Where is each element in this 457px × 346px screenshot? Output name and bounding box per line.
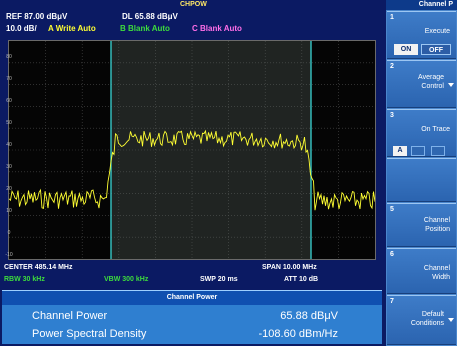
- scale: 10.0 dB/: [6, 24, 37, 33]
- y-label-80: 80: [6, 54, 12, 60]
- softkey-channel-width[interactable]: 6 Channel Width: [387, 248, 456, 294]
- softkey-number: 7: [390, 298, 394, 305]
- mode-title: CHPOW: [180, 1, 207, 8]
- softkey-execute[interactable]: 1 Execute ON OFF: [387, 11, 456, 59]
- sweep-time: SWP 20 ms: [200, 276, 238, 283]
- y-label-minus-10: -10: [5, 252, 13, 258]
- softkey-number: 5: [390, 206, 394, 213]
- y-label-60: 60: [6, 98, 12, 104]
- channel-band: [111, 41, 311, 259]
- psd-label: Power Spectral Density: [32, 328, 147, 340]
- measurement-settings: CENTER 485.14 MHz SPAN 10.00 MHz RBW 30 …: [4, 262, 384, 288]
- psd-value: -108.60 dBm/Hz: [258, 328, 338, 340]
- rbw: RBW 30 kHz: [4, 276, 45, 283]
- y-label-40: 40: [6, 142, 12, 148]
- softkey-average-control[interactable]: 2 Average Control: [387, 60, 456, 108]
- trace-c-option[interactable]: [431, 146, 445, 156]
- softkey-number: 6: [390, 251, 394, 258]
- softkey-4-blank[interactable]: [387, 158, 456, 202]
- softkey-label: Average Control: [418, 74, 444, 90]
- y-label-50: 50: [6, 120, 12, 126]
- trace-a-line: [9, 129, 375, 211]
- trace-a-option[interactable]: A: [393, 146, 407, 156]
- menu-title: Channel P: [386, 0, 457, 10]
- channel-power-row: Channel Power 65.88 dBμV: [2, 307, 382, 326]
- trace-a-mode: A Write Auto: [48, 24, 96, 33]
- y-label-0: 0: [7, 230, 11, 236]
- result-title: Channel Power: [2, 291, 382, 305]
- submenu-arrow-icon: [448, 83, 454, 87]
- softkey-label: On Trace: [421, 126, 450, 133]
- channel-power-label: Channel Power: [32, 310, 108, 322]
- vbw: VBW 300 kHz: [104, 276, 149, 283]
- submenu-arrow-icon: [448, 318, 454, 322]
- softkey-number: 1: [390, 14, 394, 21]
- softkey-label: Channel Width: [423, 265, 450, 281]
- softkey-label: Execute: [424, 28, 450, 35]
- channel-power-result: Channel Power Channel Power 65.88 dBμV P…: [2, 290, 382, 344]
- span: SPAN 10.00 MHz: [262, 264, 317, 271]
- display-line: DL 65.88 dBμV: [122, 12, 178, 21]
- center-frequency: CENTER 485.14 MHz: [4, 264, 73, 271]
- spectrum-plot: [8, 40, 376, 260]
- trace-b-option[interactable]: [411, 146, 425, 156]
- channel-power-value: 65.88 dBμV: [280, 310, 338, 322]
- y-label-70: 70: [6, 76, 12, 82]
- ref-level: REF 87.00 dBμV: [6, 12, 68, 21]
- softkey-number: 2: [390, 63, 394, 70]
- y-label-20: 20: [6, 186, 12, 192]
- softkey-label: Channel Position: [423, 217, 450, 233]
- execute-on-toggle[interactable]: ON: [394, 44, 418, 55]
- spectrum-display: CHPOW REF 87.00 dBμV DL 65.88 dBμV 10.0 …: [2, 1, 384, 344]
- softkey-number: 3: [390, 112, 394, 119]
- attenuation: ATT 10 dB: [284, 276, 319, 283]
- plot-grid: [9, 41, 375, 259]
- softkey-default-conditions[interactable]: 7 Default Conditions: [387, 295, 456, 345]
- psd-row: Power Spectral Density -108.60 dBm/Hz: [2, 325, 382, 344]
- softkey-label: Default Conditions: [410, 311, 444, 327]
- y-label-30: 30: [6, 164, 12, 170]
- softkey-menu: Channel P 1 Execute ON OFF 2 Average Con…: [386, 0, 457, 346]
- trace-b-mode: B Blank Auto: [120, 24, 170, 33]
- softkey-on-trace[interactable]: 3 On Trace A: [387, 109, 456, 157]
- y-label-10: 10: [6, 208, 12, 214]
- spectrum-graph: [9, 41, 375, 259]
- trace-c-mode: C Blank Auto: [192, 24, 242, 33]
- execute-off-toggle[interactable]: OFF: [421, 44, 451, 55]
- softkey-channel-position[interactable]: 5 Channel Position: [387, 203, 456, 247]
